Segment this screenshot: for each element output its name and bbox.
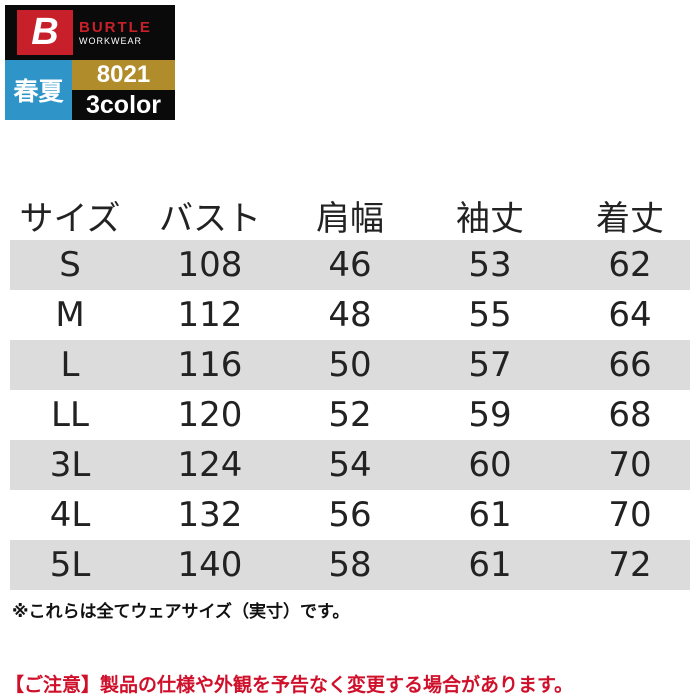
table-cell: M (55, 295, 85, 335)
table-row: L 116 50 57 66 (10, 340, 690, 390)
size-table: サイズ バスト 肩幅 袖丈 着丈 S 108 46 53 62 M 112 48 55 64 L 116 50 57… (10, 190, 690, 590)
table-cell: 56 (328, 495, 372, 535)
brand-mark: B (17, 10, 73, 55)
table-row: S 108 46 53 62 (10, 240, 690, 290)
table-cell: 57 (468, 345, 512, 385)
table-cell: 55 (468, 295, 512, 335)
burtle-logo: B BURTLE WORKWEAR 春夏 8021 3color (5, 5, 175, 120)
table-cell: サイズ (19, 198, 121, 239)
warning-notice: 【ご注意】製品の仕様や外観を予告なく変更する場合があります。 (5, 674, 574, 696)
brand-sub: WORKWEAR (79, 36, 142, 46)
table-cell: 5L (49, 545, 91, 585)
table-cell: 4L (49, 495, 91, 535)
table-cell: 112 (177, 295, 243, 335)
logo-top: B BURTLE WORKWEAR (5, 5, 175, 60)
table-cell: 54 (328, 445, 372, 485)
table-cell: 72 (608, 545, 652, 585)
table-cell: 50 (328, 345, 372, 385)
table-cell: 62 (608, 245, 652, 285)
table-row: 5L 140 58 61 72 (10, 540, 690, 590)
table-cell: 48 (328, 295, 372, 335)
season-badge: 春夏 (5, 60, 72, 120)
table-cell: 袖丈 (456, 198, 524, 239)
table-cell: 116 (177, 345, 243, 385)
table-cell: バスト (159, 198, 261, 239)
table-cell: 64 (608, 295, 652, 335)
table-cell: 59 (468, 395, 512, 435)
table-cell: 132 (177, 495, 243, 535)
table-cell: 46 (328, 245, 372, 285)
color-count: 3color (72, 90, 175, 120)
table-cell: 124 (177, 445, 243, 485)
table-cell: 66 (608, 345, 652, 385)
table-row: M 112 48 55 64 (10, 290, 690, 340)
table-cell: 3L (49, 445, 91, 485)
table-cell: 68 (608, 395, 652, 435)
table-cell: 着丈 (596, 198, 664, 239)
table-cell: LL (51, 395, 89, 435)
table-cell: 108 (177, 245, 243, 285)
size-note: ※これらは全てウェアサイズ（実寸）です。 (12, 602, 350, 622)
table-header: サイズ バスト 肩幅 袖丈 着丈 (10, 190, 690, 240)
table-cell: 61 (468, 545, 512, 585)
table-cell: 70 (608, 495, 652, 535)
table-cell: 120 (177, 395, 243, 435)
table-row: 3L 124 54 60 70 (10, 440, 690, 490)
brand-name: BURTLE (79, 19, 152, 36)
table-cell: 53 (468, 245, 512, 285)
table-cell: 140 (177, 545, 243, 585)
table-cell: 58 (328, 545, 372, 585)
table-cell: 61 (468, 495, 512, 535)
table-cell: 52 (328, 395, 372, 435)
table-cell: 70 (608, 445, 652, 485)
model-number: 8021 (72, 60, 175, 90)
table-row: 4L 132 56 61 70 (10, 490, 690, 540)
table-row: LL 120 52 59 68 (10, 390, 690, 440)
table-cell: S (59, 245, 81, 285)
table-cell: L (60, 345, 80, 385)
table-cell: 60 (468, 445, 512, 485)
table-cell: 肩幅 (316, 198, 384, 239)
